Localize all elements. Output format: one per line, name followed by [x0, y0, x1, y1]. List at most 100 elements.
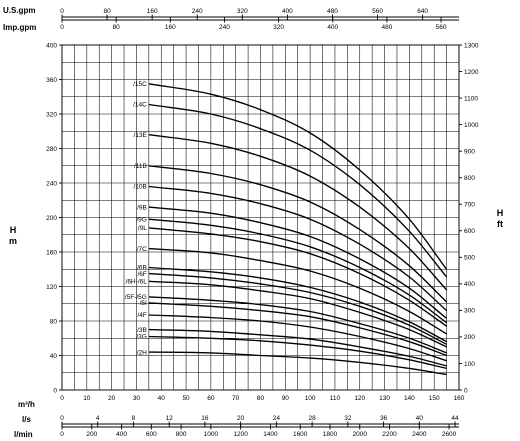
top-flow-scales: 0 80 160 240 320 400 480 560 640 0 80 160 240 320 400 4… — [60, 8, 459, 31]
curve-label: /4F — [137, 312, 146, 319]
curve-label: /3B — [137, 327, 147, 334]
x-tick-label: 10 — [83, 395, 91, 402]
left-tick-label: 240 — [46, 180, 57, 187]
lmin-tick-label: 1800 — [323, 431, 338, 438]
curve-label: /2H — [137, 349, 147, 356]
left-tick-label: 120 — [46, 284, 57, 291]
right-tick-label: 200 — [464, 334, 475, 341]
right-tick-label: 1100 — [464, 95, 478, 102]
curve-label: /13E — [133, 132, 147, 139]
us_gpm-tick-label: 0 — [60, 8, 64, 15]
right-tick-label: 400 — [464, 281, 475, 288]
imp_gpm-tick-label: 400 — [327, 24, 338, 31]
curve-3 — [148, 134, 448, 291]
curve-label: /10B — [133, 184, 146, 191]
imp_gpm-tick-label: 160 — [165, 24, 176, 31]
left-tick-label: 0 — [53, 387, 57, 394]
curve-label: /3G — [136, 334, 146, 341]
us_gpm-tick-label: 320 — [237, 8, 248, 15]
us_gpm-tick-label: 640 — [417, 8, 428, 15]
imp_gpm-tick-label: 240 — [219, 24, 230, 31]
right-axis-ticks: 0 100 200 300 400 500 600 700 800 900 1000 1100 1200… — [459, 42, 479, 394]
curve-4 — [148, 165, 448, 303]
lmin-tick-label: 1400 — [263, 431, 278, 438]
curve-8 — [148, 227, 447, 327]
left-tick-label: 40 — [50, 353, 58, 360]
curve-12 — [148, 280, 447, 348]
curve-9 — [148, 247, 447, 335]
right-tick-label: 1200 — [464, 69, 479, 76]
lmin-tick-label: 1200 — [233, 431, 248, 438]
left-tick-label: 160 — [46, 249, 57, 256]
left-axis-ticks: 0 40 80 120 160 200 240 280 320 360 400 — [46, 42, 62, 394]
imp_gpm-tick-label: 560 — [436, 24, 447, 31]
imp_gpm-tick-label: 320 — [273, 24, 284, 31]
x-tick-label: 60 — [207, 395, 215, 402]
x-tick-label: 100 — [305, 395, 316, 402]
x-tick-label: 0 — [60, 395, 64, 402]
ls-tick-label: 24 — [273, 415, 281, 422]
us-gpm-label: U.S.gpm — [3, 6, 35, 15]
lmin-tick-label: 1600 — [293, 431, 308, 438]
lmin-tick-label: 2400 — [412, 431, 427, 438]
curve-18 — [148, 351, 447, 376]
curve-label: /6H-/6L — [126, 279, 148, 286]
us_gpm-tick-label: 80 — [103, 8, 111, 15]
ls-tick-label: 28 — [308, 415, 316, 422]
x-tick-label: 120 — [354, 395, 365, 402]
right-tick-label: 700 — [464, 202, 475, 209]
ls-tick-label: 12 — [166, 415, 174, 422]
curve-label: /7C — [137, 246, 147, 253]
right-tick-label: 100 — [464, 361, 475, 368]
x-tick-label: 130 — [379, 395, 390, 402]
x-tick-label: 90 — [282, 395, 290, 402]
x-tick-label: 40 — [158, 395, 166, 402]
x-tick-label: 140 — [404, 395, 415, 402]
lmin-label: l/min — [14, 430, 33, 439]
right-tick-label: 500 — [464, 255, 475, 262]
ls-tick-label: 16 — [201, 415, 209, 422]
lmin-tick-label: 600 — [146, 431, 157, 438]
right-tick-label: 300 — [464, 308, 475, 315]
curve-label: /5F-/5G — [125, 294, 147, 301]
ls-tick-label: 36 — [380, 415, 388, 422]
curve-11 — [148, 272, 447, 345]
performance-curves — [148, 83, 448, 376]
curve-1 — [148, 83, 448, 270]
right-tick-label: 1000 — [464, 122, 479, 129]
imp-gpm-label: Imp.gpm — [3, 23, 36, 32]
lmin-tick-label: 200 — [86, 431, 97, 438]
lmin-tick-label: 0 — [60, 431, 64, 438]
ls-tick-label: 4 — [96, 415, 100, 422]
ls-tick-label: 32 — [344, 415, 352, 422]
bottom-flow-scales: 0 10 20 30 40 50 60 70 80 90 100 110 120 130 140 150 160… — [60, 395, 465, 438]
ls-tick-label: 8 — [132, 415, 136, 422]
us_gpm-tick-label: 240 — [192, 8, 203, 15]
x-tick-label: 20 — [108, 395, 116, 402]
left-tick-label: 280 — [46, 146, 57, 153]
lmin-tick-label: 400 — [116, 431, 127, 438]
right-tick-label: 900 — [464, 148, 475, 155]
curve-14 — [148, 302, 447, 357]
lmin-tick-label: 2600 — [442, 431, 457, 438]
right-tick-label: 0 — [464, 387, 468, 394]
x-tick-label: 110 — [330, 395, 341, 402]
right-tick-label: 600 — [464, 228, 475, 235]
curve-17 — [148, 335, 447, 370]
us_gpm-tick-label: 560 — [372, 8, 383, 15]
x-tick-label: 150 — [429, 395, 440, 402]
ls-tick-label: 20 — [237, 415, 245, 422]
left-tick-label: 400 — [46, 42, 57, 49]
left-tick-label: 200 — [46, 215, 57, 222]
imp_gpm-tick-label: 80 — [113, 24, 121, 31]
curve-label: /6B — [137, 265, 147, 272]
us_gpm-tick-label: 160 — [147, 8, 158, 15]
left-tick-label: 360 — [46, 77, 57, 84]
ls-label: l/s — [22, 415, 31, 424]
imp_gpm-tick-label: 480 — [381, 24, 392, 31]
curve-5 — [148, 185, 448, 312]
curve-label: /6F — [137, 271, 146, 278]
